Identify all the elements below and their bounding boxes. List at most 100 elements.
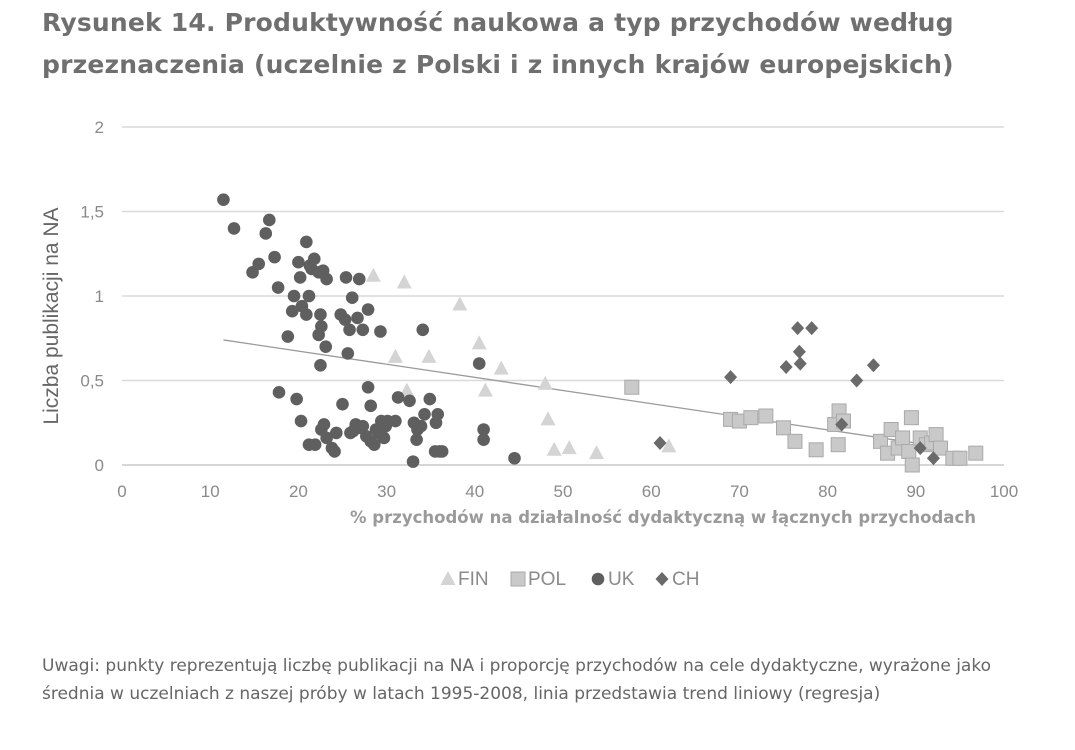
point-pol [883, 422, 899, 438]
point-fin [421, 348, 437, 363]
point-fin [471, 335, 487, 350]
point-uk [341, 347, 355, 360]
x-tick-label: 70 [730, 482, 749, 501]
point-ch [724, 370, 738, 385]
point-ch [926, 451, 940, 466]
point-uk [272, 386, 286, 399]
point-uk [406, 455, 420, 468]
point-uk [343, 323, 356, 337]
point-uk [302, 289, 316, 303]
point-uk [227, 222, 241, 235]
point-pol [808, 442, 824, 458]
point-uk [293, 271, 307, 284]
point-fin [546, 441, 562, 456]
point-uk [361, 380, 375, 394]
legend-label-pol: POL [528, 569, 566, 590]
x-tick-label: 0 [117, 482, 126, 501]
point-uk [307, 252, 321, 266]
legend-label-uk: UK [608, 569, 635, 590]
point-uk [367, 438, 381, 452]
trend-line [223, 339, 916, 444]
point-uk [418, 408, 431, 421]
point-pol [901, 443, 917, 459]
point-uk [328, 445, 341, 458]
point-uk [292, 255, 305, 269]
point-uk [252, 257, 266, 271]
series-uk [217, 193, 521, 468]
data-points [217, 193, 984, 473]
point-uk [287, 289, 301, 303]
point-ch [805, 321, 819, 336]
point-uk [410, 433, 423, 446]
point-pol [952, 450, 968, 466]
point-uk [268, 250, 281, 264]
y-axis-title: Liczba publikacji na NA [40, 207, 63, 424]
axes: 00,511,520 10 20 30 40 50 60 70 80 90 100% przycho… [40, 118, 1018, 527]
point-ch [793, 356, 807, 371]
x-tick-label: 30 [377, 482, 396, 501]
x-tick-label: 50 [554, 482, 573, 501]
point-pol [904, 457, 920, 473]
point-uk [356, 419, 370, 433]
point-uk [364, 399, 378, 413]
point-uk [319, 340, 333, 353]
legend-marker-uk [591, 572, 605, 586]
point-pol [932, 440, 948, 456]
point-pol [903, 410, 919, 426]
x-tick-label: 100 [990, 482, 1018, 501]
point-uk [374, 325, 387, 338]
legend-label-fin: FIN [458, 569, 489, 590]
point-fin [365, 267, 381, 282]
point-fin [396, 274, 412, 289]
legend-marker-pol [510, 571, 526, 587]
legend: FIN POL UK CH [440, 569, 699, 590]
point-uk [339, 271, 353, 284]
y-tick-label: 2 [95, 118, 104, 137]
x-tick-label: 10 [201, 482, 220, 501]
point-uk [377, 431, 391, 445]
x-tick-label: 80 [818, 482, 837, 501]
point-pol [743, 410, 759, 426]
point-uk [477, 433, 490, 446]
grid-lines [122, 126, 1004, 466]
point-ch [866, 358, 880, 373]
legend-item-pol: POL [510, 569, 566, 590]
trend-line-group [223, 339, 916, 444]
figure-title: Rysunek 14. Produktywność naukowa a typ … [42, 8, 954, 79]
point-ch [850, 373, 864, 388]
x-tick-label: 20 [289, 482, 308, 501]
point-pol [830, 437, 846, 453]
point-uk [217, 193, 230, 206]
point-uk [389, 414, 402, 428]
y-tick-label: 1,5 [80, 203, 104, 222]
point-pol [968, 445, 984, 461]
series-ch [653, 321, 940, 466]
x-tick-label: 60 [642, 482, 661, 501]
point-fin [477, 382, 493, 397]
point-uk [308, 438, 322, 452]
series-fin [365, 267, 677, 460]
y-tick-label: 0,5 [80, 372, 104, 391]
point-fin [589, 445, 605, 460]
point-uk [290, 392, 303, 406]
point-uk [435, 445, 449, 458]
point-fin [387, 348, 403, 363]
point-uk [259, 227, 273, 240]
point-ch [653, 436, 667, 451]
point-uk [345, 291, 359, 304]
point-ch [792, 344, 806, 359]
point-uk [352, 272, 366, 286]
x-axis-title: % przychodów na działalność dydaktyczną … [350, 508, 976, 527]
scatter-chart: 00,511,520 10 20 30 40 50 60 70 80 90 100% przycho… [40, 118, 1018, 590]
legend-label-ch: CH [672, 569, 699, 590]
point-pol [758, 408, 774, 424]
point-fin [661, 438, 677, 453]
point-fin [561, 440, 577, 455]
point-ch [779, 359, 793, 374]
point-pol [624, 379, 640, 395]
point-uk [414, 419, 428, 433]
point-uk [317, 418, 331, 431]
point-pol [895, 430, 911, 446]
legend-marker-fin [440, 571, 456, 585]
point-uk [300, 235, 313, 249]
